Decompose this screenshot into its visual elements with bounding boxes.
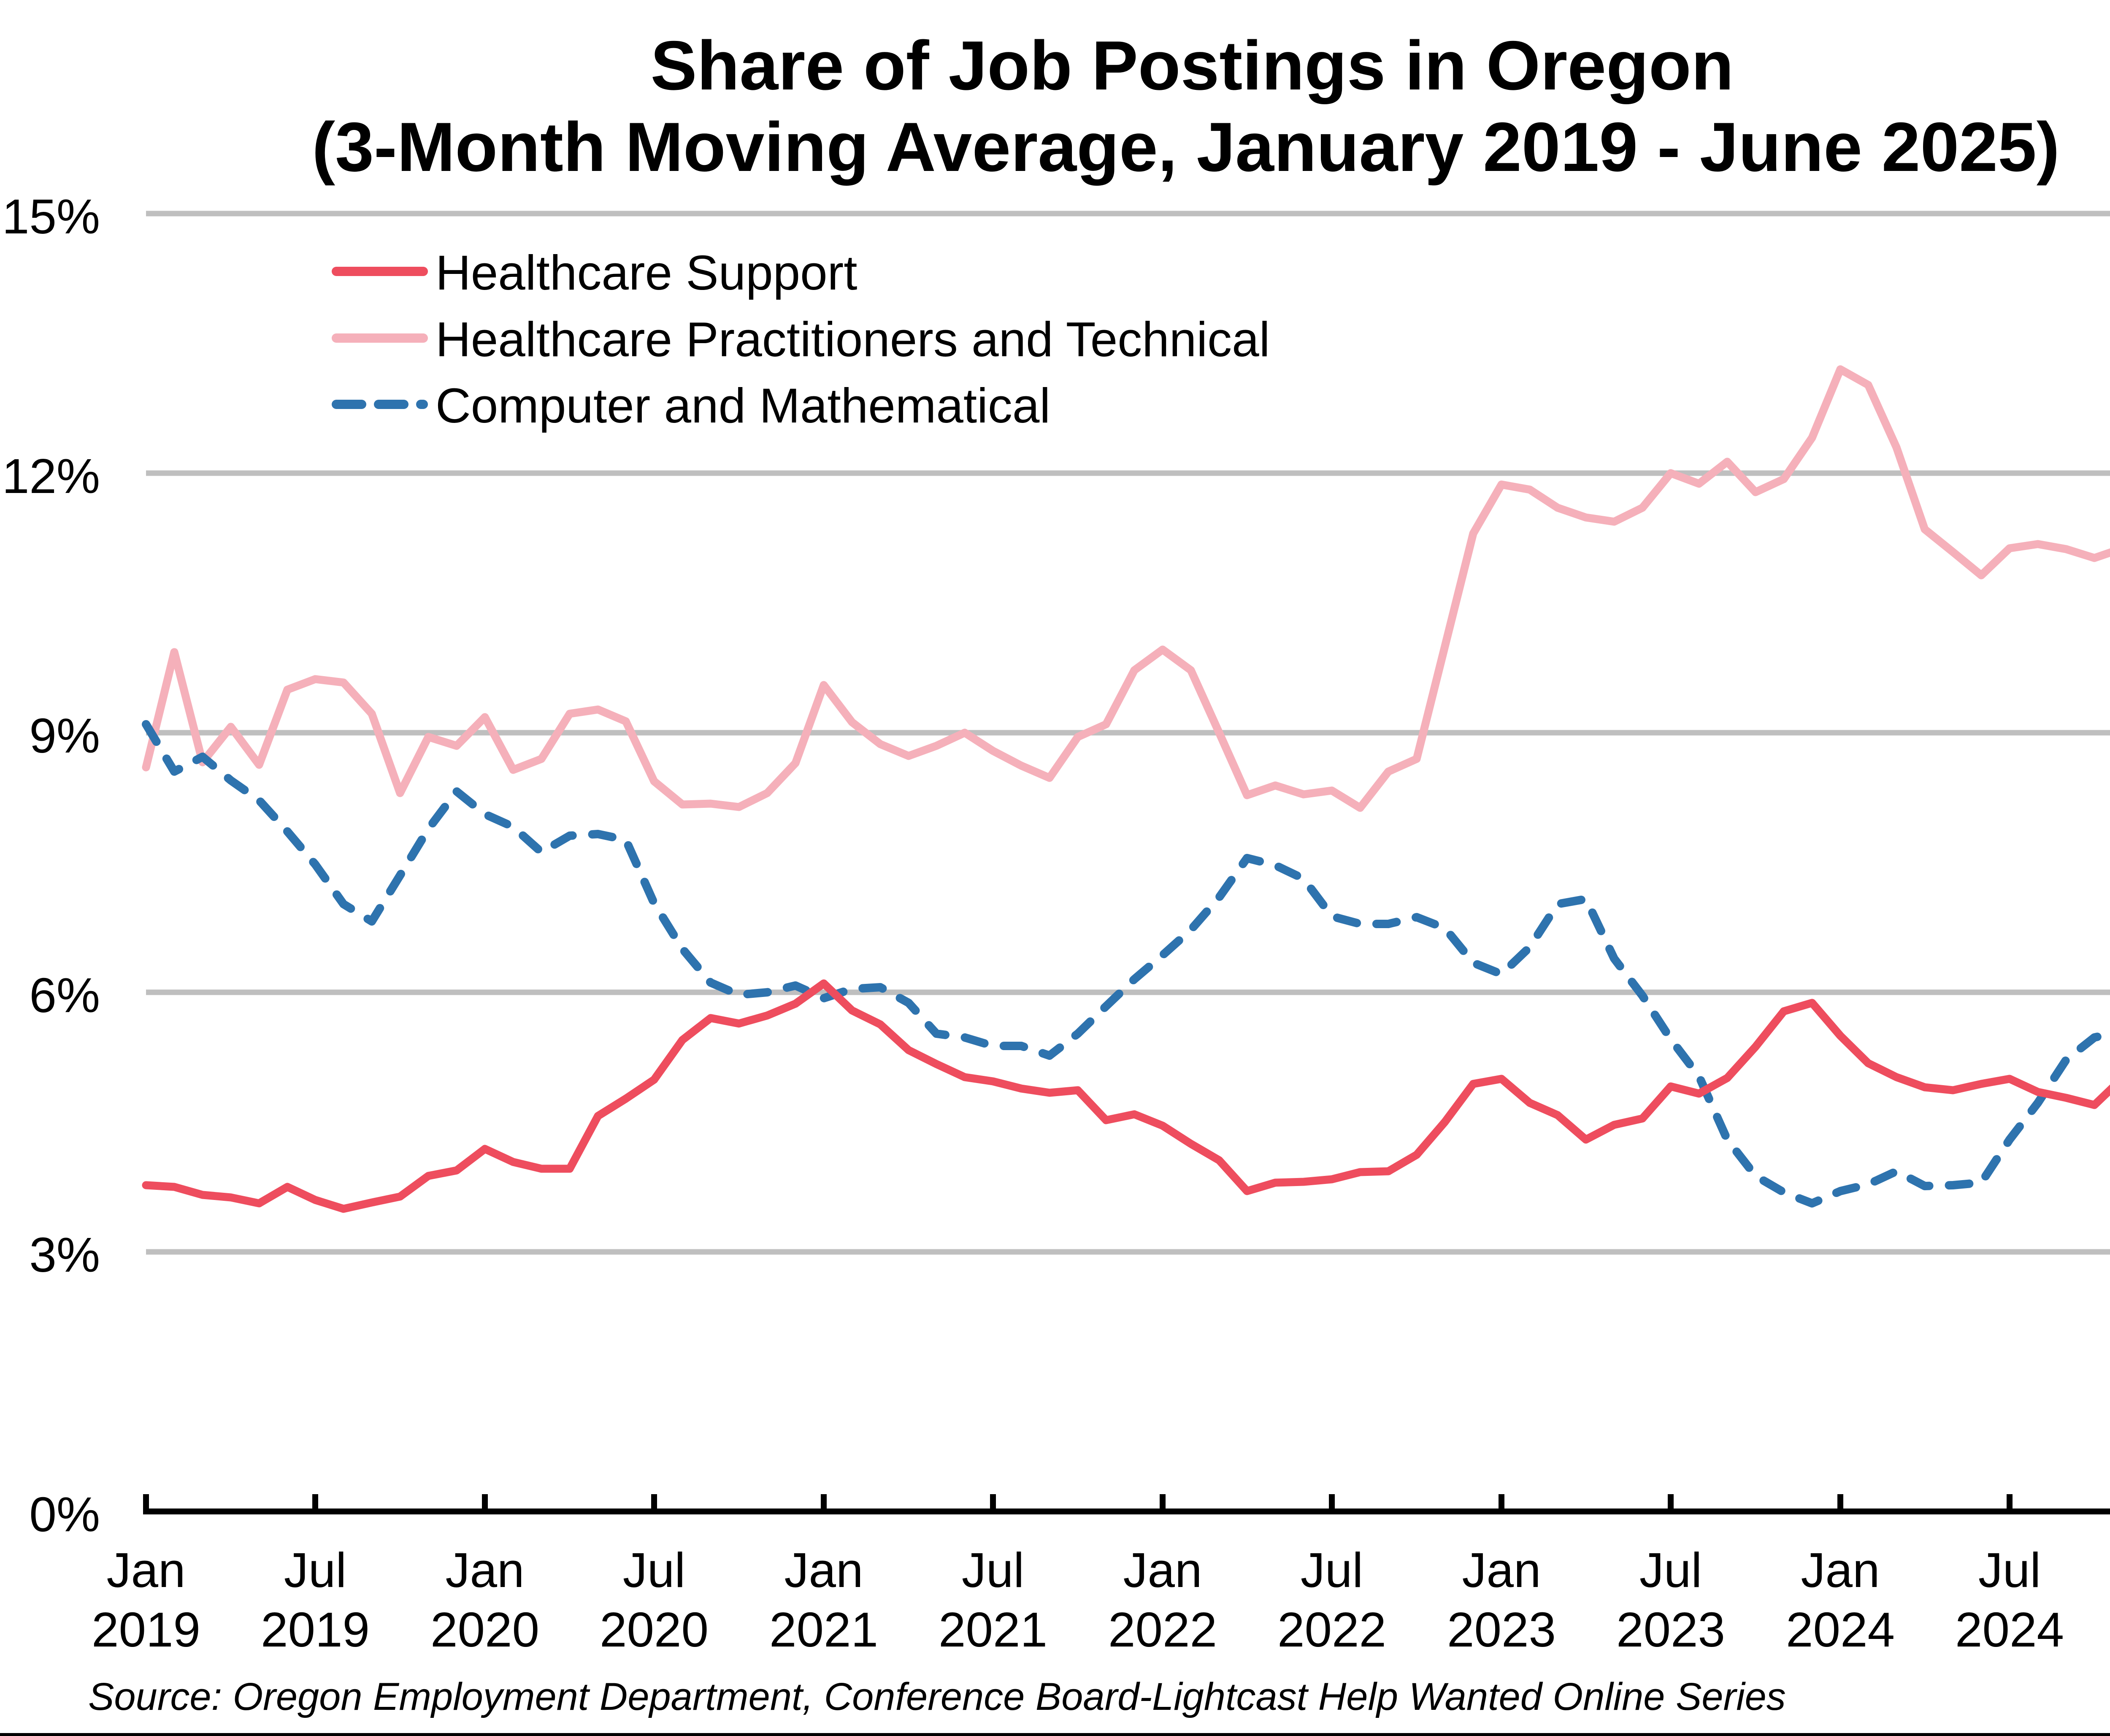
svg-text:6%: 6% xyxy=(29,968,100,1023)
svg-text:2023: 2023 xyxy=(1616,1602,1725,1657)
svg-text:Jul: Jul xyxy=(1639,1543,1702,1598)
svg-text:2020: 2020 xyxy=(430,1602,539,1657)
svg-text:Jan: Jan xyxy=(1801,1543,1880,1598)
svg-text:Healthcare Support: Healthcare Support xyxy=(436,245,857,300)
svg-text:Jan: Jan xyxy=(1123,1543,1202,1598)
svg-text:Jan: Jan xyxy=(445,1543,524,1598)
svg-text:Jul: Jul xyxy=(1978,1543,2041,1598)
svg-text:2021: 2021 xyxy=(769,1602,878,1657)
svg-text:Jan: Jan xyxy=(1462,1543,1541,1598)
svg-text:2022: 2022 xyxy=(1108,1602,1217,1657)
svg-text:2019: 2019 xyxy=(261,1602,370,1657)
svg-text:Jul: Jul xyxy=(1301,1543,1363,1598)
svg-text:2021: 2021 xyxy=(939,1602,1047,1657)
svg-text:2024: 2024 xyxy=(1786,1602,1895,1657)
svg-text:3%: 3% xyxy=(29,1227,100,1282)
svg-text:2022: 2022 xyxy=(1277,1602,1386,1657)
svg-text:Jan: Jan xyxy=(784,1543,863,1598)
svg-text:2024: 2024 xyxy=(1955,1602,2064,1657)
svg-text:2019: 2019 xyxy=(92,1602,200,1657)
svg-text:Jul: Jul xyxy=(623,1543,685,1598)
svg-text:Jul: Jul xyxy=(284,1543,346,1598)
svg-text:2023: 2023 xyxy=(1447,1602,1556,1657)
svg-text:2020: 2020 xyxy=(600,1602,709,1657)
svg-text:Share of Job Postings in Orego: Share of Job Postings in Oregon xyxy=(651,27,1734,104)
svg-text:Jul: Jul xyxy=(962,1543,1024,1598)
svg-text:Healthcare Practitioners and T: Healthcare Practitioners and Technical xyxy=(436,312,1270,367)
svg-text:(3-Month Moving Average, Janua: (3-Month Moving Average, January 2019 - … xyxy=(312,108,2060,186)
svg-text:Jan: Jan xyxy=(106,1543,185,1598)
svg-text:15%: 15% xyxy=(2,189,100,244)
svg-text:Source: Oregon Employment Depa: Source: Oregon Employment Department, Co… xyxy=(88,1675,1786,1718)
svg-text:0%: 0% xyxy=(29,1487,100,1542)
svg-text:Computer and Mathematical: Computer and Mathematical xyxy=(436,378,1050,433)
svg-text:9%: 9% xyxy=(29,708,100,763)
svg-text:12%: 12% xyxy=(2,449,100,504)
